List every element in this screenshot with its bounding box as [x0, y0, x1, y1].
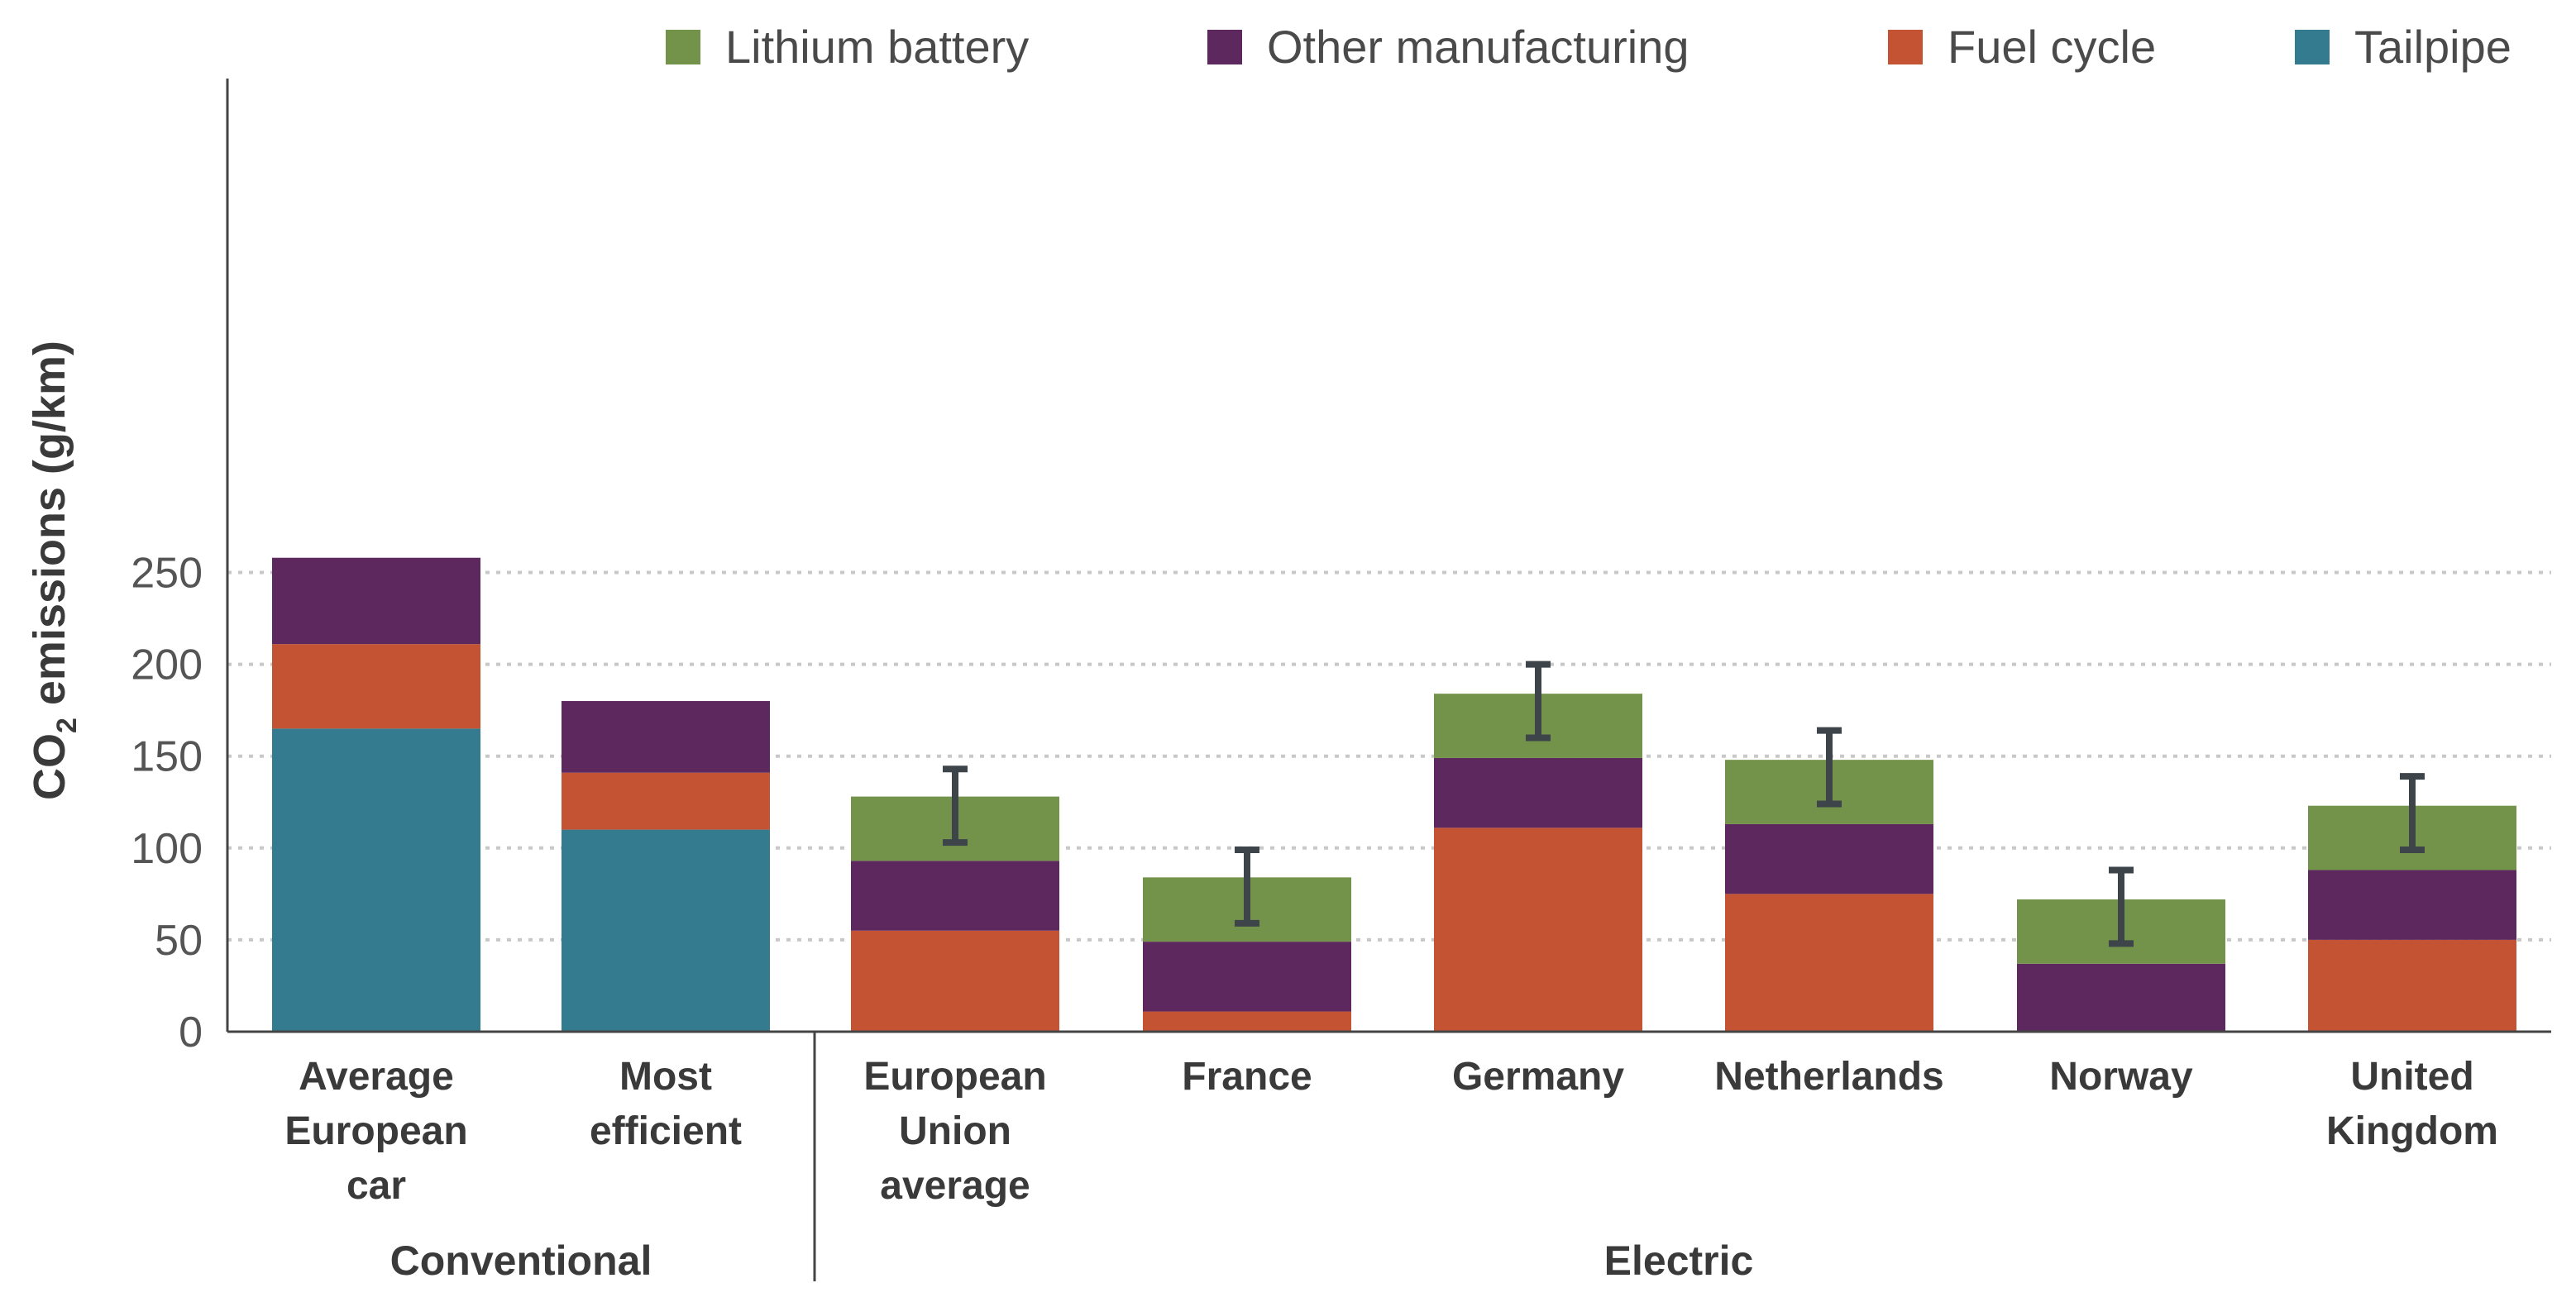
x-category-label: European [863, 1055, 1046, 1099]
bar-segment-fuel-cycle [272, 644, 480, 729]
bar-segment-other-manufacturing [272, 557, 480, 645]
y-tick-label: 150 [131, 733, 203, 781]
x-category-label: United [2350, 1055, 2473, 1099]
bar-segment-other-manufacturing [1143, 942, 1351, 1012]
bar-segment-fuel-cycle [2308, 939, 2516, 1032]
legend-swatch-other-manufacturing [1207, 30, 1242, 64]
x-category-label: efficient [590, 1109, 742, 1153]
legend-label: Lithium battery [725, 21, 1029, 73]
x-category-label: Netherlands [1714, 1055, 1943, 1099]
y-tick-label: 100 [131, 825, 203, 873]
x-category-label: Kingdom [2326, 1109, 2498, 1153]
y-tick-label: 50 [155, 917, 203, 965]
bar-segment-other-manufacturing [562, 701, 770, 773]
error-bars [943, 661, 2425, 947]
x-category-label: European [284, 1109, 467, 1153]
y-tick-label: 0 [179, 1009, 203, 1056]
legend-label: Other manufacturing [1267, 21, 1689, 73]
bar-segment-other-manufacturing [851, 861, 1059, 931]
y-axis-title: CO2 emissions (g/km) [25, 341, 83, 800]
legend: Lithium battery Other manufacturing Fuel c… [666, 21, 2511, 73]
x-category-label: Average [299, 1055, 454, 1099]
x-category-label: Union [899, 1109, 1011, 1153]
bar-segment-other-manufacturing [2017, 963, 2225, 1032]
bar-segment-other-manufacturing [1434, 757, 1642, 828]
x-category-label: Norway [2049, 1055, 2193, 1099]
bar-segment-other-manufacturing [2308, 870, 2516, 940]
bars [272, 557, 2516, 1032]
bar-segment-tailpipe [272, 728, 480, 1032]
bar-segment-fuel-cycle [1143, 1011, 1351, 1032]
bar-segment-fuel-cycle [1434, 827, 1642, 1032]
bar-segment-fuel-cycle [1725, 894, 1933, 1032]
y-tick-label: 250 [131, 550, 203, 598]
legend-swatch-fuel-cycle [1888, 30, 1923, 64]
legend-swatch-tailpipe [2295, 30, 2330, 64]
legend-label: Tailpipe [2354, 21, 2511, 73]
bar-segment-other-manufacturing [1725, 823, 1933, 894]
x-category-label: Most [619, 1055, 712, 1099]
x-category-label: France [1182, 1055, 1312, 1099]
y-tick-label: 200 [131, 641, 203, 689]
x-category-label: Germany [1452, 1055, 1624, 1099]
bar-segment-fuel-cycle [851, 930, 1059, 1032]
bar-segment-fuel-cycle [562, 772, 770, 830]
group-label-electric: Electric [1604, 1238, 1754, 1284]
axes: 0 50 100 150 200 250 Average European car Most eff… [131, 79, 2551, 1284]
x-category-label: car [346, 1164, 406, 1208]
legend-label: Fuel cycle [1948, 21, 2156, 73]
legend-swatch-lithium-battery [666, 30, 700, 64]
group-label-conventional: Conventional [390, 1238, 652, 1284]
x-category-label: average [880, 1164, 1030, 1208]
bar-segment-tailpipe [562, 829, 770, 1032]
